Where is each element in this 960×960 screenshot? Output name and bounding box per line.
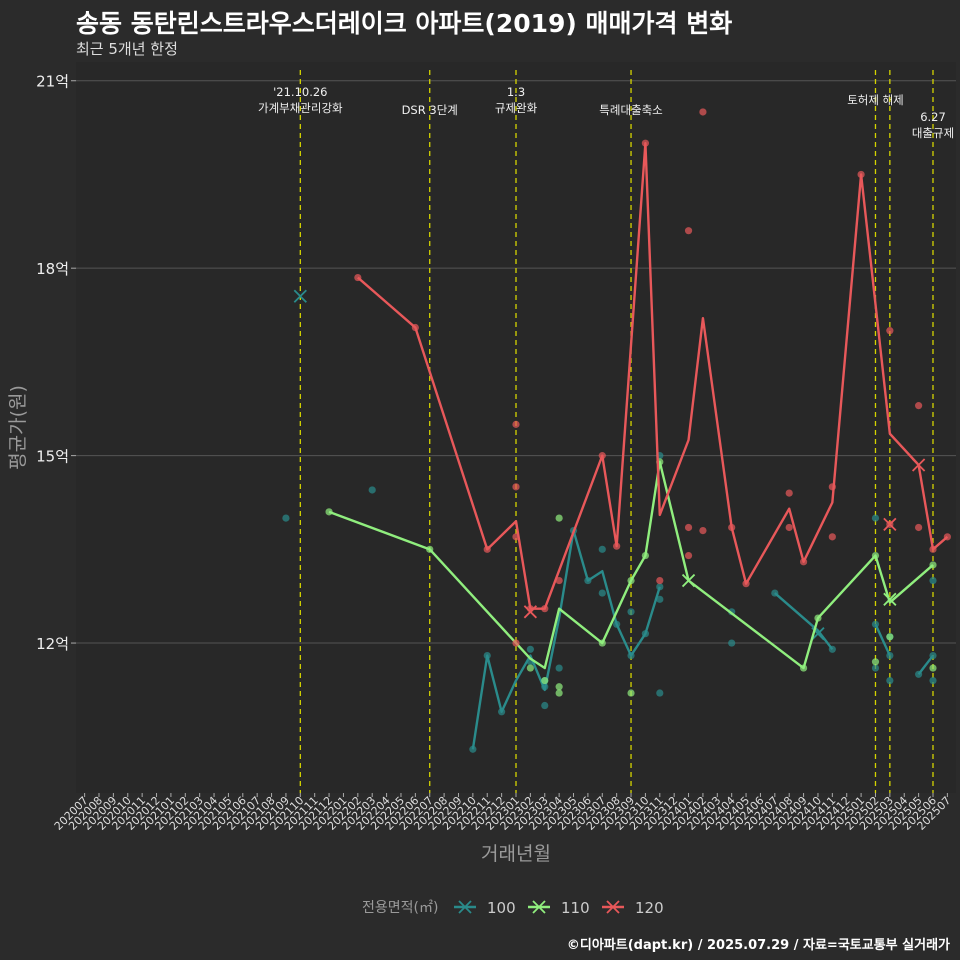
y-tick-label: 21억	[36, 73, 69, 91]
data-point-120	[699, 526, 707, 535]
policy-event-label: 1.3	[507, 85, 525, 99]
data-point-120	[915, 402, 923, 410]
policy-event-label: 대출규제	[912, 126, 954, 140]
legend-label-110: 110	[561, 899, 590, 917]
data-point-100	[598, 545, 606, 553]
data-point-100	[555, 664, 563, 672]
policy-event-label: DSR 3단계	[402, 103, 458, 117]
data-point-120	[915, 523, 923, 532]
data-point-120	[684, 551, 693, 560]
legend-label-120: 120	[635, 899, 664, 917]
legend-label-100: 100	[487, 899, 516, 917]
data-point-110	[555, 514, 563, 522]
data-point-110	[929, 664, 937, 672]
policy-event-label: 규제완화	[495, 101, 538, 115]
data-point-110	[871, 658, 880, 666]
x-marker-100	[293, 289, 307, 303]
legend-marker-100	[458, 900, 472, 914]
x-marker-120	[911, 458, 926, 472]
y-tick-label: 15억	[36, 448, 69, 466]
series-line-110	[328, 460, 934, 670]
data-point-100	[886, 676, 894, 685]
data-point-100	[656, 595, 664, 603]
policy-event-label: '21.10.26	[273, 85, 327, 99]
y-axis-title: 평균가(원)	[7, 385, 29, 470]
data-point-100	[871, 514, 880, 522]
chart-subtitle: 최근 5개년 한정	[76, 40, 178, 58]
legend-title: 전용면적(㎡)	[362, 900, 438, 916]
data-point-120	[512, 420, 520, 428]
data-point-100	[368, 486, 376, 494]
x-axis-title: 거래년월	[481, 843, 551, 865]
data-point-120	[684, 523, 693, 532]
data-point-110	[555, 683, 563, 691]
data-point-100	[598, 589, 606, 597]
x-marker-120	[523, 605, 538, 619]
legend-marker-120	[606, 900, 620, 914]
y-tick-label: 18억	[36, 260, 69, 278]
data-point-110	[526, 664, 534, 672]
data-point-100	[627, 608, 635, 616]
x-marker-120	[883, 517, 897, 531]
x-marker-110	[883, 592, 897, 606]
policy-event-label: 가계부채관리강화	[258, 101, 343, 115]
series-line-100	[471, 529, 661, 750]
data-point-100	[526, 645, 534, 653]
data-point-120	[699, 108, 707, 116]
policy-event-label: 특례대출축소	[599, 103, 662, 117]
series-line-100	[874, 623, 891, 657]
data-point-110	[555, 689, 563, 697]
data-point-100	[282, 514, 290, 522]
series-line-100	[774, 592, 834, 651]
data-point-120	[886, 327, 894, 335]
data-point-100	[656, 689, 664, 697]
data-point-120	[555, 576, 563, 585]
legend-marker-110	[532, 900, 546, 914]
data-point-120	[656, 576, 664, 585]
data-point-120	[512, 483, 520, 491]
data-point-100	[871, 664, 880, 672]
data-point-100	[728, 639, 736, 647]
data-point-100	[929, 576, 937, 585]
policy-event-label: 6.27	[920, 110, 946, 124]
data-point-100	[929, 676, 937, 685]
data-point-100	[469, 745, 477, 753]
policy-event-label: 토허제 해제	[847, 93, 904, 107]
data-point-120	[785, 489, 793, 497]
data-point-120	[512, 639, 520, 647]
data-point-120	[785, 523, 793, 532]
source-caption: ©디아파트(dapt.kr) / 2025.07.29 / 자료=국토교통부 실…	[566, 938, 950, 953]
data-point-110	[627, 689, 635, 697]
data-point-100	[541, 701, 549, 710]
chart-title: 송동 동탄린스트라우스더레이크 아파트(2019) 매매가격 변화	[76, 9, 733, 38]
data-point-110	[886, 633, 894, 641]
data-point-110	[541, 676, 549, 685]
series-line-120	[357, 142, 949, 610]
data-point-120	[828, 533, 836, 541]
y-tick-label: 12억	[36, 635, 69, 653]
series-line-100	[917, 654, 934, 676]
x-marker-110	[681, 573, 696, 588]
data-point-120	[684, 227, 693, 235]
